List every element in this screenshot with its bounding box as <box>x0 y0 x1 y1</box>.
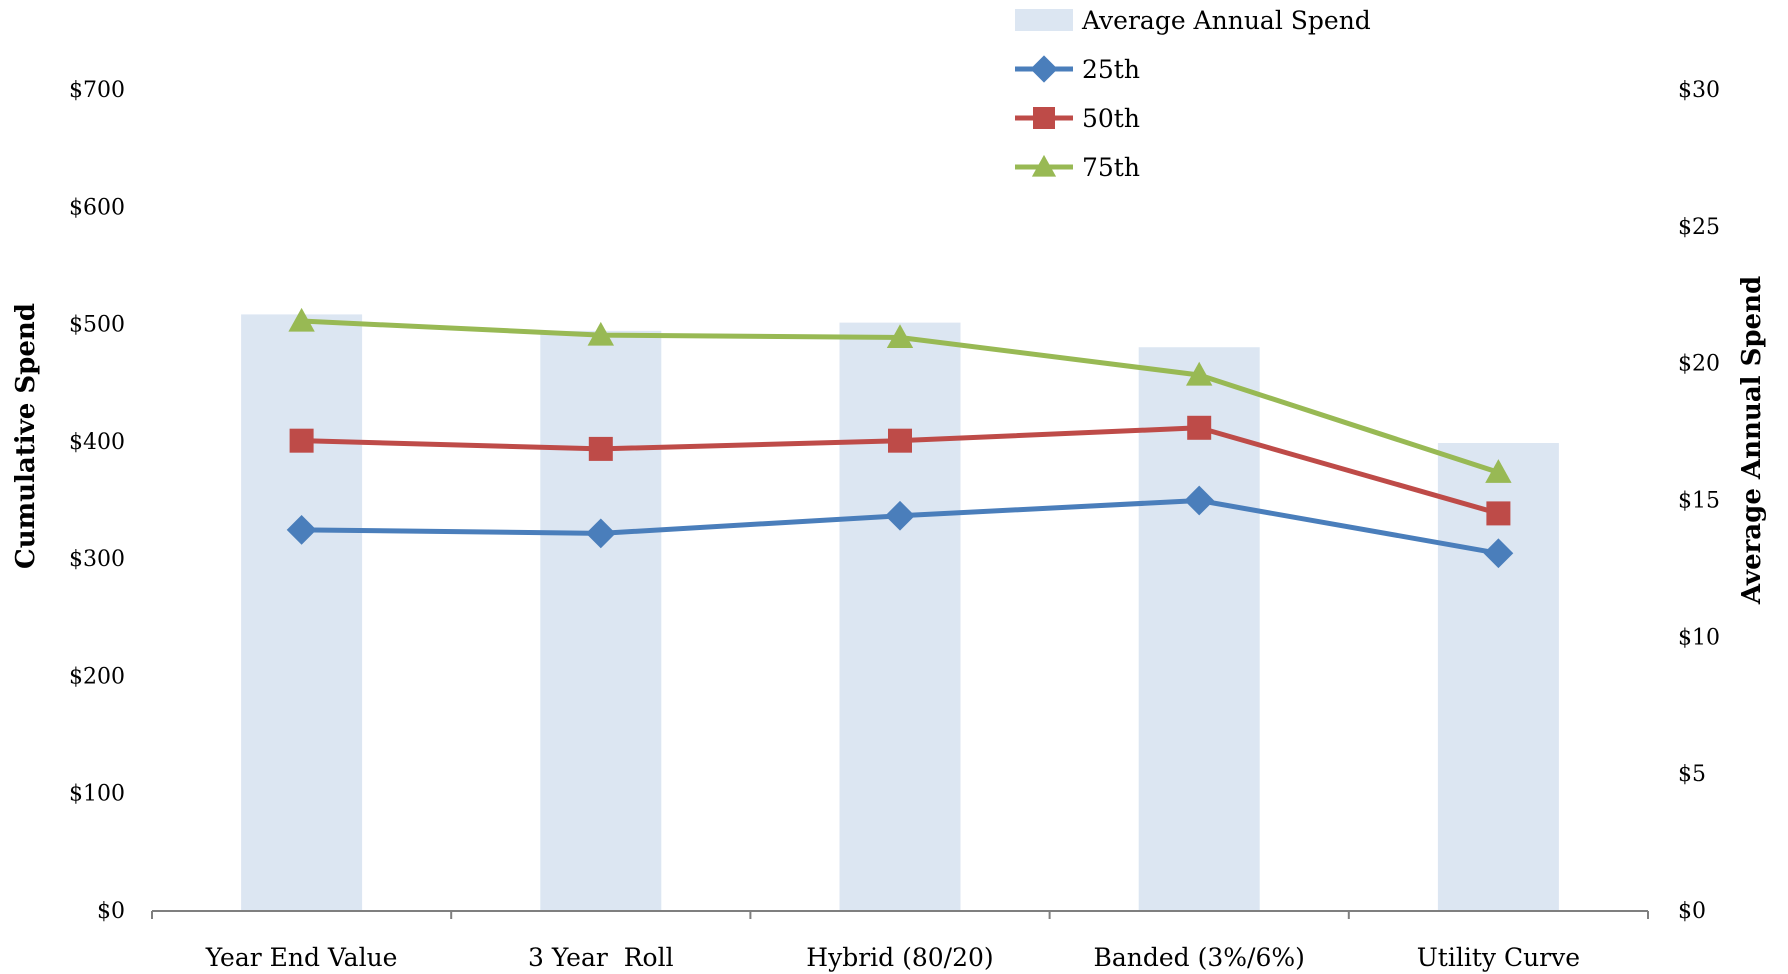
square-marker <box>888 428 912 453</box>
triangle-marker <box>1485 459 1512 483</box>
diamond-marker <box>1030 55 1058 83</box>
diamond-marker <box>1184 485 1215 516</box>
right-tick-label: $15 <box>1678 489 1720 514</box>
bar <box>540 330 662 911</box>
legend-label: 25th <box>1082 55 1140 84</box>
left-tick-label: $500 <box>69 313 125 338</box>
right-tick-label: $5 <box>1678 762 1706 787</box>
x-axis <box>151 910 1649 919</box>
triangle-marker <box>587 321 614 346</box>
category-label: Hybrid (80/20) <box>806 943 993 972</box>
category-label: 3 Year Roll <box>528 943 674 972</box>
line-series <box>286 307 1514 569</box>
legend-label: 50th <box>1082 104 1140 133</box>
diamond-marker <box>885 500 915 531</box>
category-label: Banded (3%/6%) <box>1094 943 1305 972</box>
right-tick-label: $20 <box>1678 352 1720 377</box>
right-tick-label: $10 <box>1678 625 1720 650</box>
diamond-marker <box>1483 538 1514 569</box>
triangle-marker <box>1031 154 1057 177</box>
square-marker <box>1187 415 1212 440</box>
left-tick-label: $100 <box>69 782 125 807</box>
square-marker <box>588 436 613 461</box>
right-axis-title: Average Annual Spend <box>1737 276 1767 605</box>
series-25th <box>286 485 1514 569</box>
category-label: Year End Value <box>205 943 398 972</box>
category-labels: Year End Value 3 Year Roll Hybrid (80/20) B… <box>205 943 1580 972</box>
square-marker <box>1486 501 1511 526</box>
right-tick-label: $0 <box>1678 899 1706 924</box>
bar <box>241 314 363 911</box>
legend-label: Average Annual Spend <box>1081 6 1371 35</box>
legend-swatch-bar <box>1015 9 1073 31</box>
left-y-axis: $0 $100 $200 $300 $400 $500 $600 $700 <box>69 78 125 924</box>
legend-label: 75th <box>1082 153 1140 182</box>
triangle-marker <box>886 324 914 349</box>
left-tick-label: $700 <box>69 78 125 103</box>
diamond-marker <box>286 514 317 545</box>
left-tick-label: $600 <box>69 195 125 220</box>
bar-series <box>241 314 1559 911</box>
triangle-marker <box>288 307 315 332</box>
right-tick-label: $30 <box>1678 78 1720 103</box>
category-label: Utility Curve <box>1417 943 1580 972</box>
left-tick-label: $200 <box>69 664 125 689</box>
series-75th <box>288 307 1512 483</box>
left-axis-title: Cumulative Spend <box>11 303 41 569</box>
legend: Average Annual Spend 25th 50th 75th <box>1015 6 1371 182</box>
left-tick-label: $0 <box>97 899 125 924</box>
square-marker <box>1033 107 1055 129</box>
right-y-axis: $0 $5 $10 $15 $20 $25 $30 <box>1678 78 1720 924</box>
left-tick-label: $300 <box>69 547 125 572</box>
triangle-marker <box>1186 361 1213 386</box>
left-tick-label: $400 <box>69 430 125 455</box>
square-marker <box>289 428 314 453</box>
series-50th <box>289 415 1511 526</box>
right-tick-label: $25 <box>1678 215 1720 240</box>
diamond-marker <box>585 518 616 549</box>
bar <box>839 322 961 911</box>
